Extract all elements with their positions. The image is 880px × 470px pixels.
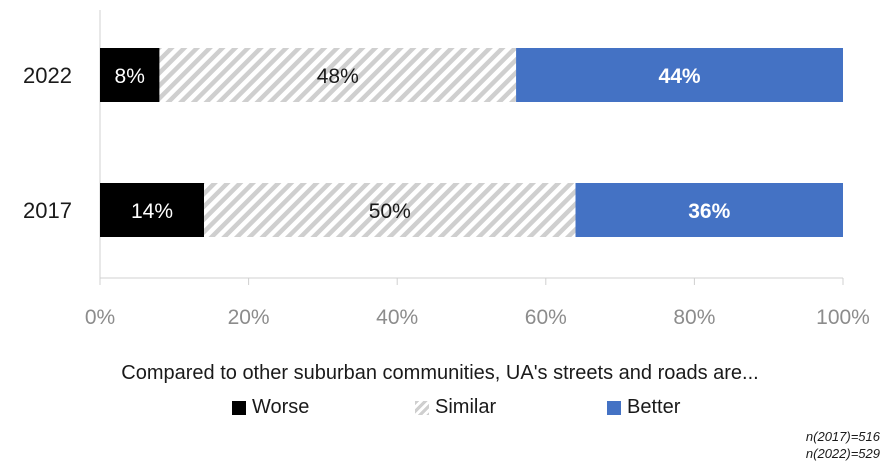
data-label-better: 36% [688, 200, 730, 223]
bar-similar [204, 183, 576, 237]
x-axis-title: Compared to other suburban communities, … [121, 362, 759, 384]
data-label-better: 44% [659, 65, 701, 88]
data-label-worse: 14% [131, 200, 173, 223]
legend-label-similar: Similar [435, 396, 497, 418]
x-tick-label: 40% [376, 306, 418, 329]
bar-worse [100, 183, 205, 237]
legend-swatch-worse [232, 400, 246, 415]
sample-size-notes: n(2017)=516 n(2022)=529 [680, 428, 880, 462]
x-tick-label: 100% [816, 306, 870, 329]
stacked-bar-chart: 0% 20% 40% 60% 80% 100% 2022 8% 48% 44% 2017 14% 50%… [23, 10, 870, 329]
legend-label-better: Better [627, 396, 681, 418]
legend-swatch-similar [415, 400, 429, 415]
x-tick-label: 0% [85, 306, 115, 329]
legend-item-better: Better [607, 396, 680, 419]
legend-swatch-better [607, 400, 621, 415]
bar-similar [159, 48, 517, 102]
bar-worse [100, 48, 160, 102]
x-tick-label: 20% [228, 306, 270, 329]
bar-better [516, 48, 843, 102]
data-label-worse: 8% [115, 65, 145, 88]
legend-label-worse: Worse [252, 396, 310, 418]
note-n-2017: n(2017)=516 [805, 429, 880, 444]
legend-item-similar: Similar [415, 396, 496, 419]
category-label: 2017 [23, 198, 72, 223]
data-label-similar: 50% [369, 200, 411, 223]
legend: Worse Similar Better [0, 396, 880, 422]
note-n-2022: n(2022)=529 [805, 446, 880, 461]
bar-better [575, 183, 843, 237]
data-label-similar: 48% [317, 65, 359, 88]
x-tick-label: 80% [673, 306, 715, 329]
category-label: 2022 [23, 63, 72, 88]
x-tick-label: 60% [525, 306, 567, 329]
legend-item-worse: Worse [232, 396, 309, 419]
